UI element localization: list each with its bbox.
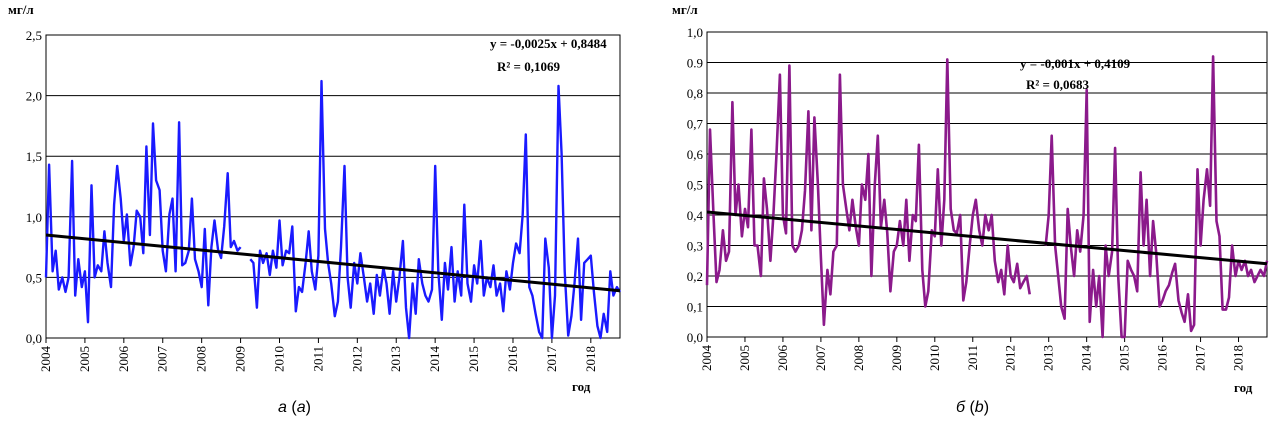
series-line-segment (1044, 55, 1269, 339)
x-tick-label: 2015 (466, 346, 481, 372)
y-tick-label: 0,3 (687, 239, 703, 254)
y-tick-label: 0,7 (687, 117, 704, 132)
y-tick-label: 0,6 (687, 147, 704, 162)
caption-letter-latin: a (297, 399, 306, 416)
y-tick-label: 0,8 (687, 86, 703, 101)
x-tick-label: 2010 (271, 346, 286, 372)
x-tick-label: 2018 (583, 346, 598, 372)
x-tick-label: 2013 (1041, 345, 1056, 371)
x-tick-label: 2005 (77, 346, 92, 372)
chart-caption: б (b) (956, 399, 989, 416)
y-tick-label: 0,5 (26, 270, 42, 285)
x-tick-label: 2008 (194, 346, 209, 372)
caption-paren-open: ( (287, 399, 297, 416)
y-tick-label: 0,0 (26, 331, 42, 346)
x-tick-label: 2004 (38, 346, 53, 373)
x-tick-label: 2009 (889, 345, 904, 371)
y-tick-label: 0,1 (687, 300, 703, 315)
y-tick-label: 1,5 (26, 149, 42, 164)
x-tick-label: 2006 (116, 346, 131, 373)
y-tick-label: 0.9 (687, 56, 703, 71)
y-tick-label: 0,5 (687, 178, 703, 193)
chart-caption: а (a) (278, 399, 311, 416)
plot-frame (45, 34, 621, 339)
y-tick-label: 1,0 (687, 25, 703, 40)
series-line-segment (249, 79, 622, 340)
caption-paren-close: ) (306, 399, 311, 416)
trend-line (45, 233, 621, 293)
x-tick-label: 2008 (851, 345, 866, 371)
caption-paren-open: ( (965, 399, 975, 416)
trend-r2: R² = 0,1069 (497, 59, 560, 74)
y-tick-label: 0,0 (687, 330, 703, 345)
chart-b: 0,0 0,1 0,2 0,3 0,4 0,5 0,6 0,7 0,8 0.9 1,0 2004 200… (672, 2, 1269, 416)
x-tick-label: 2012 (1003, 345, 1018, 371)
x-tick-label: 2014 (1079, 345, 1094, 372)
trend-r2: R² = 0,0683 (1026, 77, 1089, 92)
y-tick-label: 1,0 (26, 210, 42, 225)
y-axis-label: мг/л (8, 2, 34, 17)
x-tick-label: 2014 (427, 346, 442, 373)
trend-equation: y = -0,0025x + 0,8484 (490, 36, 607, 51)
y-axis-label: мг/л (672, 2, 698, 17)
y-tick-label: 0,4 (687, 208, 704, 223)
x-tick-label: 2012 (349, 346, 364, 372)
x-tick-label: 2010 (927, 345, 942, 371)
caption-letter: б (956, 399, 966, 416)
trend-line (706, 210, 1268, 266)
chart-a: 0,0 0,5 1,0 1,5 2,0 2,5 2004 2005 2006 2007 2008 20… (8, 2, 622, 416)
y-tick-label: 2,0 (26, 89, 42, 104)
x-tick-label: 2007 (155, 346, 170, 373)
y-tick-label: 0,2 (687, 269, 703, 284)
x-tick-label: 2011 (965, 345, 980, 371)
y-tick-label: 2,5 (26, 28, 42, 43)
x-tick-label: 2018 (1231, 345, 1246, 371)
x-tick-label: 2017 (544, 346, 559, 373)
x-axis-label: год (1234, 380, 1253, 395)
plot-frame (706, 31, 1268, 338)
x-tick-label: 2016 (505, 346, 520, 373)
x-tick-label: 2015 (1117, 345, 1132, 371)
x-tick-label: 2013 (388, 346, 403, 372)
series-line-segment (44, 121, 242, 324)
x-tick-label: 2005 (737, 345, 752, 371)
x-tick-label: 2006 (775, 345, 790, 372)
series-line-segment (705, 58, 1031, 327)
x-tick-label: 2016 (1155, 345, 1170, 372)
x-tick-label: 2004 (699, 345, 714, 372)
x-tick-label: 2007 (813, 345, 828, 372)
caption-letter: а (278, 399, 287, 416)
caption-letter-latin: b (975, 399, 984, 416)
trend-equation: y = -0,001x + 0,4109 (1020, 56, 1131, 71)
caption-paren-close: ) (984, 399, 989, 416)
x-tick-label: 2011 (310, 346, 325, 372)
x-axis-label: год (572, 379, 591, 394)
x-tick-label: 2017 (1193, 345, 1208, 372)
x-tick-label: 2009 (233, 346, 248, 372)
